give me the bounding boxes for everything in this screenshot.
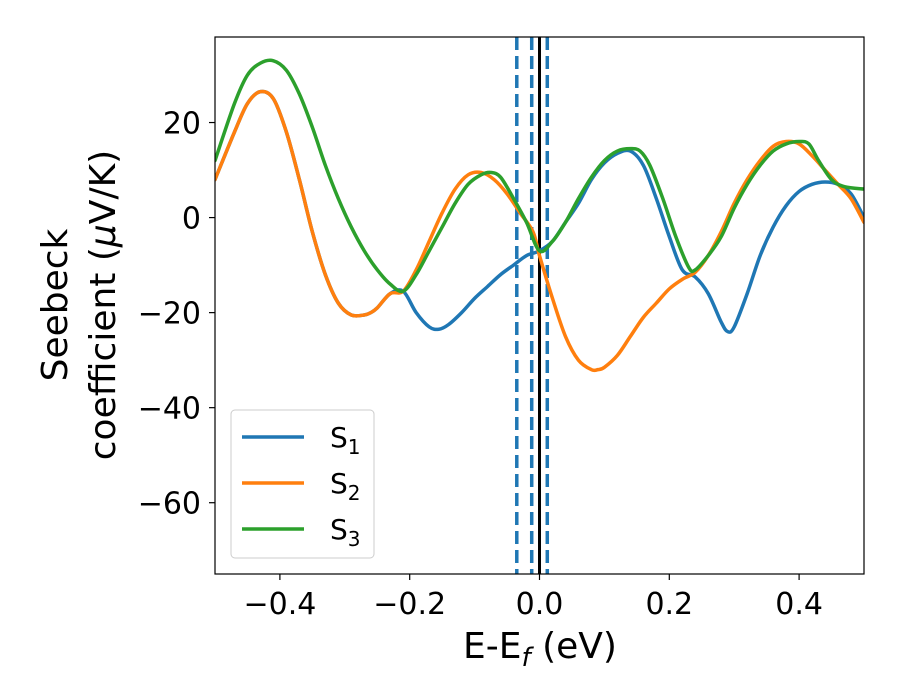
x-tick-label: −0.4 [243, 587, 316, 622]
x-tick-label: 0.0 [516, 587, 564, 622]
legend-label-s1: S1 [330, 421, 361, 459]
series-layer [215, 58, 864, 373]
y-tick-label: −20 [138, 297, 201, 332]
y-tick-label: −40 [138, 392, 201, 427]
y-axis-label: Seebeck coefficient (μV/K) [35, 150, 124, 460]
x-axis-label: E-Ef (eV) [463, 626, 617, 673]
y-tick-label: 0 [182, 202, 201, 237]
x-axis: −0.4 −0.2 0.0 0.2 0.4 [243, 574, 823, 622]
series-line-s2 [215, 89, 864, 373]
y-tick-label: −60 [138, 487, 201, 522]
y-axis-label-line1: Seebeck [35, 228, 76, 381]
vertical-reference-lines [515, 37, 550, 574]
y-axis-label-line2: coefficient (μV/K) [83, 150, 124, 460]
y-axis-label-mu: μ [83, 224, 124, 248]
x-tick-label: 0.2 [645, 587, 693, 622]
y-axis: 20 0 −20 −40 −60 [138, 107, 215, 522]
legend-label-s3: S3 [330, 513, 361, 551]
legend: S1 S2 S3 [230, 409, 375, 559]
y-tick-label: 20 [163, 107, 201, 142]
x-tick-label: 0.4 [775, 587, 823, 622]
x-tick-label: −0.2 [373, 587, 446, 622]
legend-label-s2: S2 [330, 467, 361, 505]
series-line-s3 [215, 58, 864, 294]
